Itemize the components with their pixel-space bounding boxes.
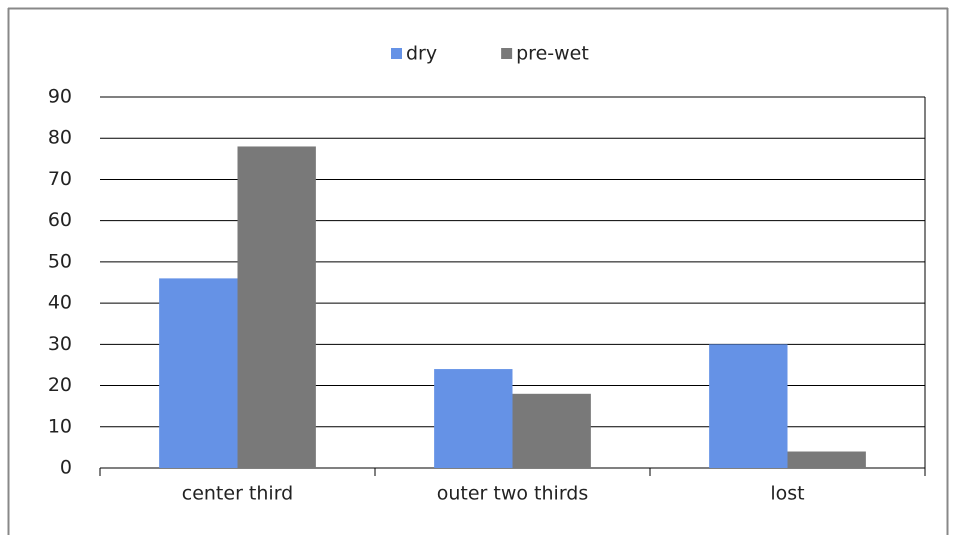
y-tick-label: 40 [48,292,72,314]
y-tick-label: 80 [48,127,72,149]
bar [787,451,866,468]
bar [434,369,513,468]
legend-swatch [391,48,402,59]
y-tick-label: 60 [48,209,72,231]
y-tick-label: 70 [48,168,72,190]
y-tick-label: 90 [48,86,72,108]
legend-swatch [501,48,513,59]
x-tick-label: center third [182,483,293,505]
bar [512,393,591,468]
y-tick-label: 30 [48,333,72,355]
y-tick-label: 20 [48,374,72,396]
legend-label: pre-wet [516,43,589,65]
bar [237,146,316,468]
bar [159,278,238,468]
y-tick-label: 0 [60,457,72,479]
bar [709,344,788,468]
y-tick-label: 10 [48,415,72,437]
x-tick-label: lost [770,483,804,505]
legend-label: dry [406,43,437,65]
x-tick-label: outer two thirds [437,483,589,505]
y-tick-label: 50 [48,250,72,272]
